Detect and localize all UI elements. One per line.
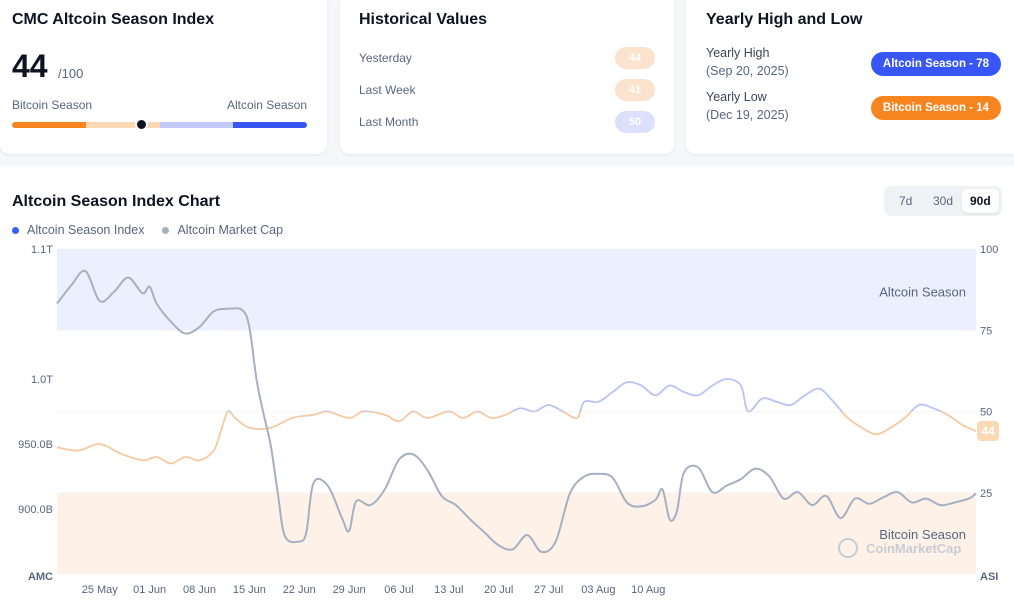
index-value: 44 (12, 48, 48, 84)
x-axis-tick: 03 Aug (581, 584, 615, 596)
gauge-marker (135, 118, 149, 131)
x-axis-tick: 29 Jun (333, 584, 366, 596)
chart-panel: Altcoin Season Index Chart Altcoin Seaso… (0, 166, 1014, 603)
index-card: CMC Altcoin Season Index 44 /100 Bitcoin… (0, 0, 327, 154)
gauge-segment-altcoin (233, 122, 307, 128)
legend-dot-icon (12, 226, 19, 234)
index-max: /100 (58, 66, 84, 81)
historical-label: Yesterday (359, 51, 412, 65)
series-index-line-high (226, 378, 944, 412)
gauge-left-label: Bitcoin Season (12, 98, 93, 112)
right-axis-tick: 50 (980, 407, 992, 419)
gauge-segment-bitcoin (12, 122, 86, 128)
zone-label-altcoin: Altcoin Season (879, 284, 966, 299)
zone-altcoin-season (57, 249, 976, 331)
left-axis-tick: 1.0T (31, 374, 53, 386)
legend-label: Altcoin Market Cap (177, 223, 284, 237)
x-axis-tick: 27 Jul (534, 584, 563, 596)
current-value-text: 44 (981, 424, 995, 438)
legend-item-market-cap[interactable]: Altcoin Market Cap (162, 223, 283, 237)
zone-bitcoin-season (57, 492, 976, 574)
zone-label-bitcoin: Bitcoin Season (879, 527, 966, 542)
x-axis-tick: 08 Jun (183, 584, 216, 596)
range-tab-30d[interactable]: 30d (932, 194, 953, 208)
yearly-high-date: (Sep 20, 2025) (706, 64, 789, 78)
chart-title: Altcoin Season Index Chart (12, 193, 221, 210)
series-market-cap-line (56, 269, 977, 554)
gauge-segment-altcoin-light (159, 122, 234, 128)
legend-dot-icon (162, 226, 170, 234)
yearly-low-row: Yearly Low (Dec 19, 2025) Bitcoin Season… (706, 90, 1001, 126)
index-card-title: CMC Altcoin Season Index (12, 11, 215, 28)
season-gauge (12, 122, 307, 128)
historical-row-last-month: Last Month 50 (359, 111, 655, 133)
yearly-title: Yearly High and Low (706, 11, 863, 28)
left-axis-tick: 900.0B (18, 504, 53, 516)
historical-value-badge: 44 (615, 47, 655, 69)
right-axis-tick: 75 (980, 325, 992, 337)
historical-label: Last Week (359, 83, 416, 97)
range-tab-7d[interactable]: 7d (898, 194, 913, 208)
historical-value-badge: 50 (615, 111, 655, 133)
watermark-logo-icon (838, 538, 858, 558)
left-axis-tick: 950.0B (18, 439, 53, 451)
range-selector: 7d 30d 90d (884, 186, 1002, 216)
x-axis-tick: 01 Jun (133, 584, 166, 596)
yearly-card: Yearly High and Low Yearly High (Sep 20,… (686, 0, 1014, 154)
x-axis-tick: 10 Aug (631, 584, 665, 596)
gauge-segment-bitcoin-light (85, 122, 160, 128)
gauge-right-label: Altcoin Season (226, 98, 307, 112)
series-index-line (57, 411, 976, 465)
range-tab-90d[interactable]: 90d (961, 189, 999, 213)
x-axis-tick: 06 Jul (384, 584, 413, 596)
right-axis-tick: 25 (980, 488, 992, 500)
x-axis-tick: 20 Jul (484, 584, 513, 596)
left-axis-title: AMC (28, 571, 53, 583)
historical-card: Historical Values Yesterday 44 Last Week… (340, 0, 674, 154)
yearly-high-badge: Altcoin Season - 78 (870, 52, 1001, 76)
legend-label: Altcoin Season Index (27, 223, 145, 237)
historical-row-yesterday: Yesterday 44 (359, 47, 655, 69)
yearly-high-row: Yearly High (Sep 20, 2025) Altcoin Seaso… (706, 46, 1001, 82)
historical-label: Last Month (359, 115, 419, 129)
x-axis-tick: 25 May (82, 584, 119, 596)
right-axis-title: ASI (980, 571, 998, 583)
yearly-low-badge: Bitcoin Season - 14 (870, 96, 1001, 120)
yearly-low-date: (Dec 19, 2025) (706, 108, 789, 122)
chart-plot[interactable]: Altcoin Season Bitcoin SeasonCoinMarketCa… (0, 166, 1014, 603)
legend-item-index[interactable]: Altcoin Season Index (12, 223, 144, 237)
yearly-low-label: Yearly Low (706, 90, 767, 104)
x-axis-tick: 15 Jun (233, 584, 266, 596)
current-value-badge (977, 421, 999, 441)
chart-legend: Altcoin Season Index Altcoin Market Cap (12, 223, 283, 237)
right-axis-tick: 100 (980, 244, 998, 256)
historical-row-last-week: Last Week 41 (359, 79, 655, 101)
yearly-high-label: Yearly High (706, 46, 770, 60)
watermark-text: CoinMarketCap (866, 541, 961, 556)
left-axis-tick: 1.1T (31, 244, 53, 256)
historical-value-badge: 41 (615, 79, 655, 101)
x-axis-tick: 13 Jul (434, 584, 463, 596)
x-axis-tick: 22 Jun (283, 584, 316, 596)
historical-title: Historical Values (359, 11, 488, 28)
